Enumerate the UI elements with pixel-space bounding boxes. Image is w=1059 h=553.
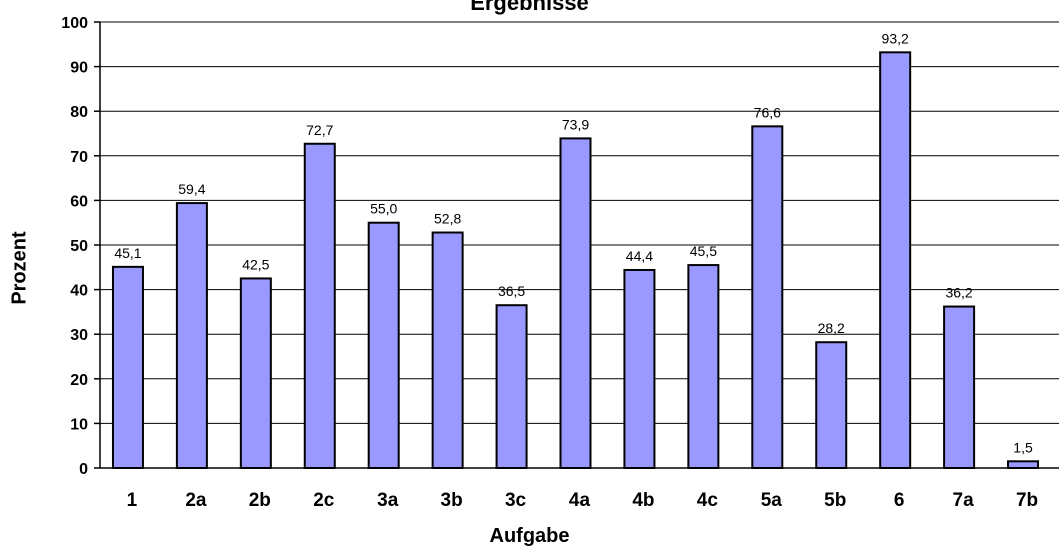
y-axis-label-text: Prozent (8, 231, 31, 305)
bar (559, 137, 592, 469)
bar-value-label: 28,2 (818, 320, 845, 336)
bar-value-label: 76,6 (754, 104, 781, 120)
y-tick-label: 60 (70, 193, 88, 210)
bar (111, 265, 144, 469)
bar-value-label: 44,4 (626, 248, 653, 264)
bar-value-label: 55,0 (370, 201, 397, 217)
bar-value-label: 52,8 (434, 211, 461, 227)
y-tick-label: 10 (70, 416, 88, 433)
bar (239, 277, 272, 470)
bar (815, 341, 848, 469)
y-tick-label: 100 (61, 15, 88, 32)
x-tick-label: 2b (249, 490, 271, 511)
bar (495, 304, 528, 469)
x-tick-label: 2a (185, 490, 207, 511)
bar-value-label: 42,5 (242, 256, 269, 272)
x-axis-label: Aufgabe (489, 525, 570, 547)
y-axis-label: Prozent (0, 231, 40, 304)
bar (623, 268, 656, 470)
bar (943, 305, 976, 469)
bar (175, 202, 208, 470)
bar-value-label: 1,5 (1013, 439, 1033, 455)
bar (751, 125, 784, 469)
bar (431, 231, 464, 469)
bar (303, 142, 336, 469)
bar-value-label: 36,5 (498, 283, 525, 299)
bar-value-label: 93,2 (882, 30, 909, 46)
y-tick-label: 30 (70, 327, 88, 344)
bar (687, 264, 720, 469)
bar-value-label: 73,9 (562, 116, 589, 132)
y-tick-label: 80 (70, 104, 88, 121)
x-tick-label: 6 (894, 490, 905, 511)
x-tick-label: 5b (824, 490, 846, 511)
x-tick-label: 4a (569, 490, 591, 511)
x-tick-label: 4c (697, 490, 719, 511)
y-tick-label: 70 (70, 149, 88, 166)
x-tick-label: 5a (761, 490, 783, 511)
x-tick-label: 1 (127, 490, 138, 511)
y-tick-label: 90 (70, 60, 88, 77)
chart-title: Ergebnisse (470, 0, 589, 15)
bar (879, 51, 912, 469)
bar-value-label: 45,5 (690, 243, 717, 259)
y-tick-label: 20 (70, 372, 88, 389)
x-tick-label: 3c (505, 490, 527, 511)
y-tick-label: 50 (70, 238, 88, 255)
bar-value-label: 45,1 (114, 245, 141, 261)
x-tick-label: 4b (632, 490, 654, 511)
y-tick-label: 0 (79, 461, 88, 478)
bar (367, 221, 400, 469)
bar-value-label: 36,2 (945, 285, 972, 301)
bar (1007, 460, 1040, 469)
x-tick-label: 3a (377, 490, 399, 511)
bar-value-label: 72,7 (306, 122, 333, 138)
bar-value-label: 59,4 (178, 181, 205, 197)
x-tick-label: 3b (441, 490, 463, 511)
x-tick-label: 2c (313, 490, 335, 511)
x-tick-label: 7b (1016, 490, 1038, 511)
x-tick-label: 7a (953, 490, 975, 511)
y-tick-label: 40 (70, 283, 88, 300)
